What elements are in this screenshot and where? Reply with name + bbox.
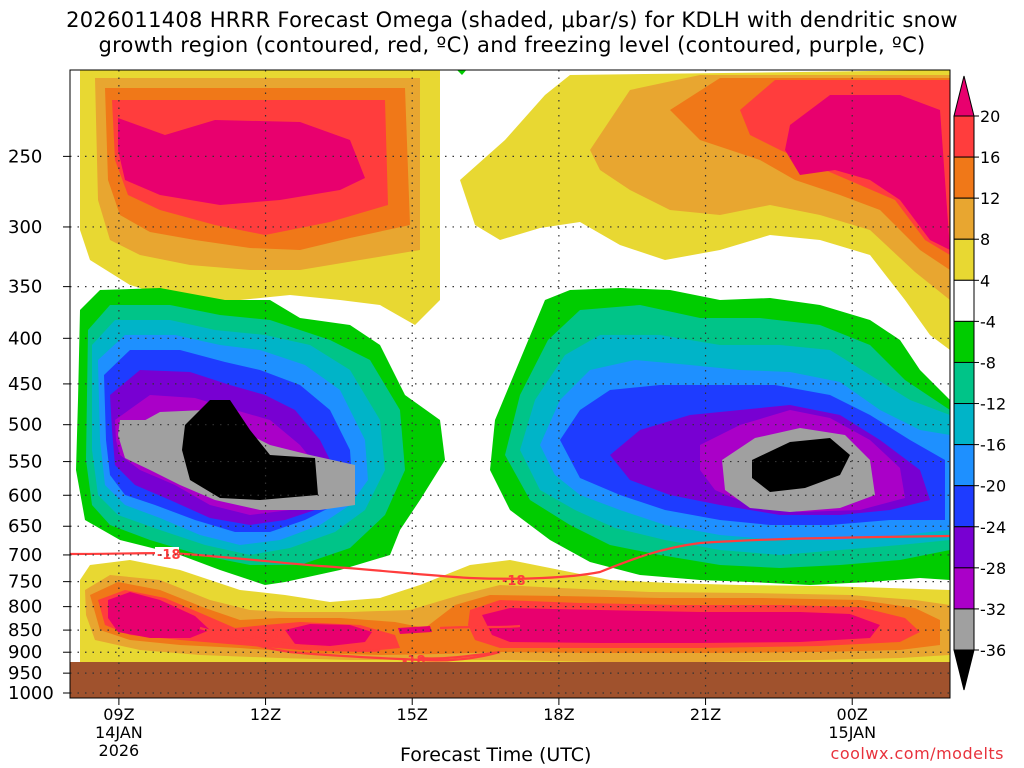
y-tick-label: 900 [8, 642, 42, 663]
colorbar-swatch [953, 115, 975, 158]
y-tick-label: 400 [8, 328, 42, 349]
x-tick-date-label: 14JAN [95, 723, 143, 742]
y-tick-label: 300 [8, 217, 42, 238]
y-tick-label: 1000 [8, 683, 54, 704]
colorbar-label: 4 [980, 271, 990, 290]
colorbar-swatch [953, 485, 975, 528]
colorbar-label: 8 [980, 230, 990, 249]
colorbar-label: -36 [980, 641, 1006, 660]
colorbar-swatch [953, 608, 975, 651]
x-tick-label: 21Z [690, 705, 721, 724]
contour-label: -18 [255, 629, 279, 644]
y-tick-label: 850 [8, 620, 42, 641]
y-tick-label: 750 [8, 572, 42, 593]
colorbar-label: -12 [980, 395, 1006, 414]
mid-left-negative-blob [76, 288, 445, 585]
y-tick-label: 550 [8, 452, 42, 473]
colorbar-swatch [953, 567, 975, 610]
x-tick-date-label: 15JAN [828, 723, 876, 742]
omega-field: -18 -18 -18 -18 [70, 70, 950, 698]
colorbar-label: -16 [980, 436, 1006, 455]
colorbar-swatch [953, 156, 975, 199]
colorbar-swatch [953, 403, 975, 446]
colorbar-swatch [953, 279, 975, 322]
colorbar-swatch [953, 444, 975, 487]
ground-surface [70, 662, 950, 698]
colorbar: 20 16 12 8 4 -4 -8 -12 -16 -20 -24 -28 -32 -36 [953, 75, 1006, 691]
colorbar-top-arrow [953, 75, 975, 117]
colorbar-label: 16 [980, 148, 1000, 167]
credit-text: coolwx.com/modelts [830, 744, 1004, 763]
y-tick-label: 600 [8, 485, 42, 506]
mid-right-negative-blob [490, 288, 950, 585]
x-tick-label: 12Z [250, 705, 281, 724]
colorbar-label: 12 [980, 189, 1000, 208]
y-tick-label: 350 [8, 277, 42, 298]
x-tick-label: 15Z [397, 705, 428, 724]
colorbar-swatch [953, 238, 975, 281]
x-axis-title: Forecast Time (UTC) [400, 744, 592, 766]
chart-title-line-1: 2026011408 HRRR Forecast Omega (shaded, … [66, 8, 958, 32]
colorbar-label: 20 [980, 107, 1000, 126]
colorbar-label: -28 [980, 559, 1006, 578]
colorbar-label: -20 [980, 477, 1006, 496]
colorbar-label: -8 [980, 353, 996, 372]
y-tick-label: 450 [8, 374, 42, 395]
colorbar-label: -24 [980, 518, 1006, 537]
lower-positive-band [80, 560, 950, 665]
y-tick-label: 250 [8, 146, 42, 167]
colorbar-label: -32 [980, 600, 1006, 619]
x-tick-label: 18Z [543, 705, 574, 724]
colorbar-swatch [953, 197, 975, 240]
y-tick-label: 800 [8, 597, 42, 618]
y-tick-label: 700 [8, 545, 42, 566]
chart-title-line-2: growth region (contoured, red, ºC) and f… [98, 33, 926, 57]
colorbar-label: -4 [980, 312, 996, 331]
y-tick-label: 950 [8, 663, 42, 684]
contour-label-bg [155, 547, 179, 561]
colorbar-swatch [953, 320, 975, 363]
upper-right-positive-blob [457, 70, 950, 350]
x-tick-label: 09Z [103, 705, 134, 724]
x-tick-year-label: 2026 [99, 741, 140, 760]
y-tick-label: 650 [8, 516, 42, 537]
y-tick-label: 500 [8, 415, 42, 436]
colorbar-bottom-arrow [953, 649, 975, 691]
colorbar-swatch [953, 361, 975, 405]
colorbar-swatch [953, 526, 975, 569]
y-axis: 2503003504004505005506006507007508008509… [8, 146, 70, 704]
contour-labels: -18 -18 -18 -18 [155, 547, 526, 669]
upper-left-positive-blob [80, 70, 440, 325]
x-tick-label: 00Z [837, 705, 868, 724]
